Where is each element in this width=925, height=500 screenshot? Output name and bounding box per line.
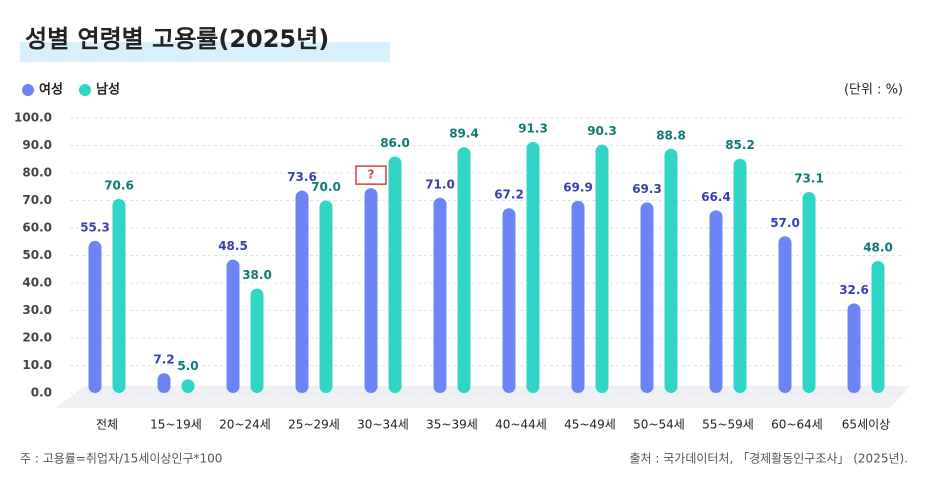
bar: [709, 210, 723, 393]
y-tick-label: 10.0: [22, 358, 52, 372]
value-label: 86.0: [380, 136, 410, 150]
bar: [364, 188, 378, 393]
unit-note: (단위 : %): [844, 83, 903, 98]
source: 출처 : 국가데이터처, 「경제활동인구조사」 (2025년).: [629, 452, 908, 466]
y-tick-label: 0.0: [31, 386, 52, 400]
value-label: 57.0: [770, 216, 800, 230]
question-box: [355, 165, 387, 185]
bar: [571, 200, 585, 393]
value-label: 89.4: [449, 127, 479, 141]
value-label: 7.2: [153, 353, 174, 367]
bar: [595, 144, 609, 393]
bar: [502, 208, 516, 393]
x-tick-label: 35~39세: [426, 418, 478, 432]
value-label: 69.9: [563, 180, 593, 194]
y-tick-label: 50.0: [22, 248, 52, 262]
value-label: 73.1: [794, 171, 824, 185]
value-label: 32.6: [839, 283, 869, 297]
y-tick-label: 100.0: [14, 111, 52, 125]
bar: [457, 147, 471, 393]
legend-label: 여성: [39, 82, 63, 98]
bar: [226, 259, 240, 393]
y-tick-label: 60.0: [22, 221, 52, 235]
y-tick-label: 80.0: [22, 166, 52, 180]
x-tick-label: 20~24세: [219, 418, 271, 432]
value-label: ?: [368, 168, 375, 182]
value-label: 88.8: [656, 128, 686, 142]
value-label: 66.4: [701, 190, 731, 204]
value-label: 38.0: [242, 268, 272, 282]
bar: [733, 158, 747, 393]
legend-label: 남성: [96, 82, 120, 98]
value-label: 91.3: [518, 121, 548, 135]
value-label: 55.3: [80, 220, 110, 234]
value-label: 70.6: [104, 178, 134, 192]
legend-swatch: [79, 84, 91, 96]
y-tick-label: 40.0: [22, 276, 52, 290]
value-label: 67.2: [494, 188, 524, 202]
bar: [778, 236, 792, 393]
bar: [526, 141, 540, 393]
legend-swatch: [22, 84, 34, 96]
footnote: 주 : 고용률=취업자/15세이상인구*100: [20, 452, 222, 466]
y-tick-label: 90.0: [22, 138, 52, 152]
bar: [802, 191, 816, 393]
x-tick-label: 15~19세: [150, 418, 202, 432]
bar: [88, 240, 102, 393]
x-tick-label: 전체: [96, 418, 118, 432]
bar: [295, 190, 309, 393]
x-tick-label: 60~64세: [771, 418, 823, 432]
value-label: 48.0: [863, 241, 893, 255]
value-label: 69.3: [632, 182, 662, 196]
bar: [433, 197, 447, 393]
value-label: 71.0: [425, 177, 455, 191]
y-tick-label: 70.0: [22, 193, 52, 207]
value-label: 73.6: [287, 170, 317, 184]
x-tick-label: 50~54세: [633, 418, 685, 432]
x-tick-label: 45~49세: [564, 418, 616, 432]
value-label: 85.2: [725, 138, 755, 152]
value-label: 5.0: [177, 359, 198, 373]
x-tick-label: 40~44세: [495, 418, 547, 432]
x-tick-label: 65세이상: [842, 418, 890, 432]
bar: [181, 379, 195, 393]
bar: [112, 198, 126, 393]
x-tick-label: 30~34세: [357, 418, 409, 432]
value-label: 48.5: [218, 239, 248, 253]
floor: [55, 386, 910, 408]
value-label: 70.0: [311, 180, 341, 194]
y-tick-label: 20.0: [22, 331, 52, 345]
x-tick-label: 55~59세: [702, 418, 754, 432]
bar: [157, 373, 171, 393]
chart-title: 성별 연령별 고용률(2025년): [25, 25, 329, 53]
bar: [250, 288, 264, 393]
x-tick-label: 25~29세: [288, 418, 340, 432]
value-label: 90.3: [587, 124, 617, 138]
bar: [871, 261, 885, 393]
y-tick-label: 30.0: [22, 303, 52, 317]
title-highlight: [20, 42, 390, 62]
bar: [319, 200, 333, 393]
bar: [664, 148, 678, 393]
bar: [640, 202, 654, 393]
bar: [388, 156, 402, 393]
bar: [847, 303, 861, 393]
